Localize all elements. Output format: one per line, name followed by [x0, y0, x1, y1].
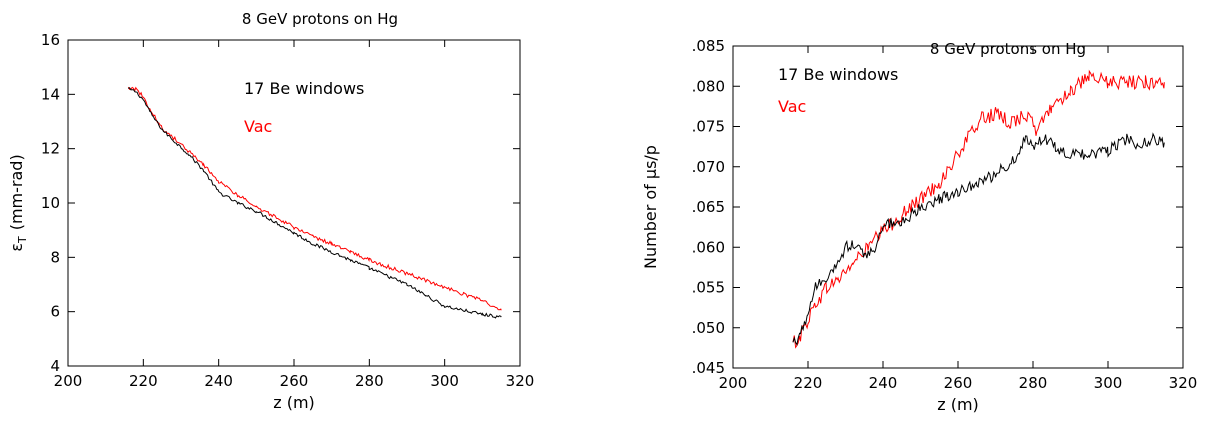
y-tick-label: .045	[692, 359, 725, 377]
y-tick-label: .065	[692, 198, 725, 216]
y-tick-label: .075	[692, 118, 725, 136]
y-tick-label: 16	[41, 31, 60, 49]
y-tick-label: 8	[50, 248, 60, 266]
x-tick-label: 320	[506, 372, 535, 390]
y-tick-label: .050	[692, 319, 725, 337]
x-axis-label: z (m)	[273, 393, 315, 412]
y-tick-label: .060	[692, 238, 725, 256]
y-tick-label: .080	[692, 77, 725, 95]
y-tick-label: 6	[50, 303, 60, 321]
legend-entry-be-windows: 17 Be windows	[778, 65, 898, 84]
plot-frame	[732, 45, 1184, 369]
chart-title: 8 GeV protons on Hg	[242, 10, 398, 28]
series-line-vac	[792, 69, 1165, 349]
legend-entry-vac: Vac	[778, 97, 806, 116]
x-tick-label: 220	[794, 374, 823, 392]
x-tick-label: 300	[430, 372, 459, 390]
x-tick-label: 260	[280, 372, 309, 390]
x-tick-label: 240	[869, 374, 898, 392]
legend-entry-vac: Vac	[244, 117, 272, 136]
x-tick-label: 200	[719, 374, 748, 392]
y-axis-label: εT(mm-rad)	[7, 154, 29, 251]
chart-title: 8 GeV protons on Hg	[930, 40, 1086, 58]
series-line-be-windows	[128, 87, 502, 319]
x-tick-label: 280	[1019, 374, 1048, 392]
y-tick-label: 4	[50, 357, 60, 375]
y-tick-label: .085	[692, 37, 725, 55]
x-tick-label: 200	[54, 372, 83, 390]
chart-panel-1: 200 220 240 260 280 300 320 4 6 8 10 12 14 16 8 GeV pr…	[7, 10, 534, 412]
y-tick-label: 12	[41, 140, 60, 158]
y-tick-label: .070	[692, 158, 725, 176]
series-line-be-windows	[792, 132, 1165, 346]
y-tick-label: 10	[41, 194, 60, 212]
legend-entry-be-windows: 17 Be windows	[244, 79, 364, 98]
series-line-vac	[127, 86, 502, 311]
x-axis-label: z (m)	[937, 395, 979, 414]
x-tick-label: 300	[1094, 374, 1123, 392]
x-tick-label: 280	[355, 372, 384, 390]
y-axis-label: Number of μs/p	[641, 145, 660, 269]
x-tick-label: 240	[204, 372, 233, 390]
x-tick-label: 220	[129, 372, 158, 390]
x-tick-label: 320	[1169, 374, 1198, 392]
y-tick-label: .055	[692, 279, 725, 297]
x-tick-label: 260	[944, 374, 973, 392]
chart-panel-2: 200 220 240 260 280 300 320 .045 .050 .055 .060 .06…	[641, 37, 1197, 414]
y-tick-label: 14	[41, 85, 60, 103]
